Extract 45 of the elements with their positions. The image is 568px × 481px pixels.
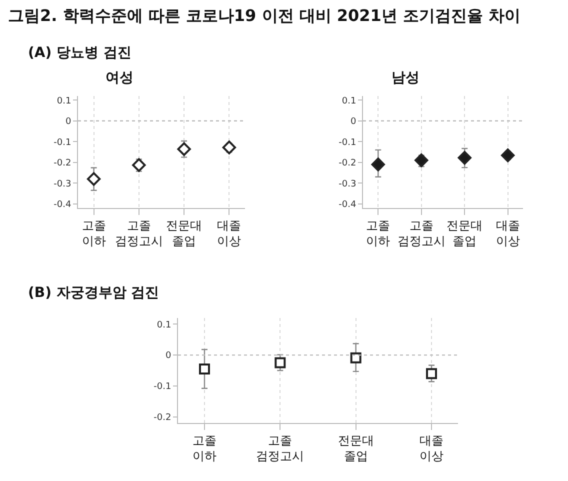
point	[458, 150, 472, 165]
y-tick-label: 0.1	[156, 320, 172, 330]
y-tick-label: -0.1	[54, 138, 72, 148]
y-tick-label: -0.4	[54, 200, 72, 210]
y-tick-label: -0.3	[54, 179, 72, 190]
point	[501, 148, 515, 162]
point	[86, 172, 101, 186]
point	[222, 140, 236, 154]
x-tick-label: 고졸 이하	[82, 218, 106, 248]
chart-title: 여성	[106, 70, 134, 86]
point	[426, 368, 438, 380]
x-tick-label: 전문대 졸업	[166, 218, 202, 248]
text: (A) 당뇨병 검진	[28, 44, 132, 62]
point	[414, 153, 428, 168]
y-tick-label: 0.1	[342, 96, 356, 106]
point	[371, 158, 385, 172]
y-tick-label: -0.1	[154, 382, 172, 392]
x-tick-label: 대졸 이상	[496, 218, 520, 248]
point	[177, 142, 191, 156]
x-tick-label: 대졸 이상	[420, 433, 444, 463]
chart-title: 남성	[392, 70, 420, 86]
y-tick-label: -0.4	[338, 200, 356, 210]
y-tick-label: -0.3	[338, 179, 356, 190]
x-tick-label: 전문대 졸업	[446, 218, 483, 248]
y-tick-label: 0	[65, 117, 72, 128]
point	[132, 158, 146, 172]
x-tick-label: 고졸 이하	[192, 433, 216, 463]
point	[350, 352, 362, 364]
y-tick-label: -0.2	[54, 158, 72, 169]
y-tick-label: 0.1	[56, 96, 72, 106]
text: (B) 자궁경부암 검진	[28, 284, 160, 302]
x-tick-label: 고졸 이하	[366, 218, 390, 248]
y-tick-label: 0	[350, 117, 356, 128]
x-tick-label: 대졸 이상	[217, 218, 242, 248]
y-tick-label: -0.1	[338, 138, 356, 148]
x-tick-label: 고졸 검정고시	[114, 218, 163, 248]
point	[198, 363, 210, 374]
x-tick-label: 고졸 검정고시	[256, 433, 304, 463]
point	[274, 357, 286, 368]
y-tick-label: -0.2	[338, 158, 356, 169]
y-tick-label: 0	[165, 351, 172, 362]
x-tick-label: 고졸 검정고시	[397, 218, 446, 248]
caption: 그림2. 학력수준에 따른 코로나19 이전 대비 2021년 조기검진율 차이	[8, 6, 521, 27]
x-tick-label: 전문대 졸업	[338, 433, 374, 463]
y-tick-label: -0.2	[154, 412, 172, 423]
